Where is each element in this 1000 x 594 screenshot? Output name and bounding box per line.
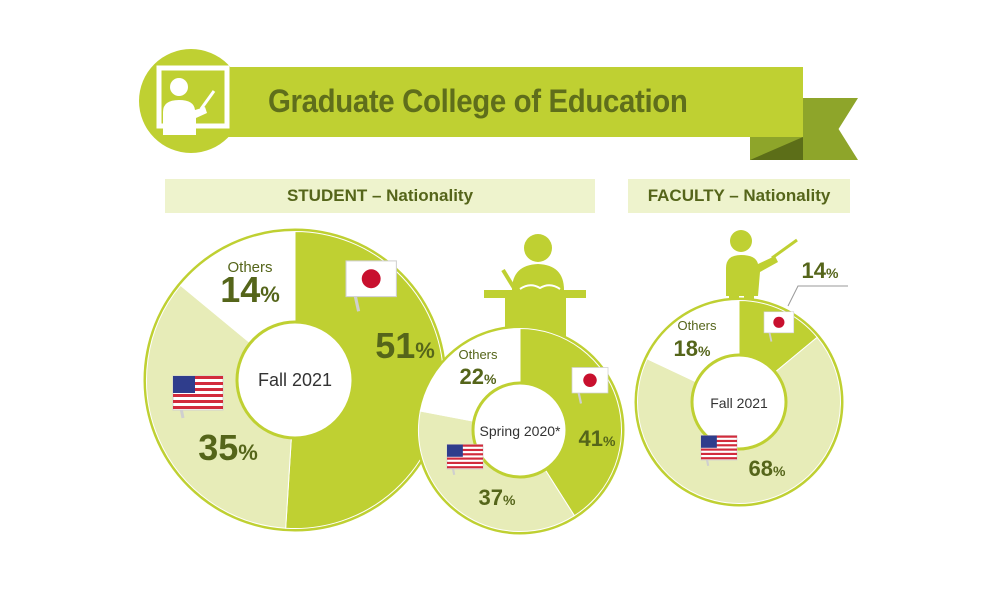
data-label-japan: 51%: [375, 325, 435, 366]
title-ribbon: [190, 67, 803, 137]
student-section-header: STUDENT – Nationality: [165, 179, 595, 213]
category-label-others: Others: [677, 318, 717, 333]
data-label-others: 22%: [460, 364, 497, 389]
data-label-usa: 37%: [479, 485, 516, 510]
student-fall-2021-chart: Fall 2021 51% 35% 14%Others: [143, 228, 447, 532]
faculty-fall-2021-chart: Fall 2021 14% 68% 18% Others: [634, 258, 848, 507]
category-label-others: Others: [227, 259, 272, 276]
data-label-others: 14%: [220, 269, 280, 310]
data-label-usa: 68%: [749, 456, 786, 481]
title-icon-circle: [139, 49, 243, 153]
donut-hole: [690, 353, 788, 451]
data-label-japan: 14%: [802, 258, 839, 283]
center-label: Spring 2020*: [480, 423, 562, 439]
leader-line: [787, 285, 848, 307]
student-spring-2020-chart: Spring 2020* 41% 37% 22% Others: [415, 325, 625, 535]
data-label-others: 18%: [674, 336, 711, 361]
center-label: Fall 2021: [258, 370, 332, 390]
donut-hole: [471, 381, 569, 479]
page-title: Graduate College of Education: [268, 83, 688, 119]
center-label: Fall 2021: [710, 395, 768, 411]
data-label-japan: 41%: [579, 426, 616, 451]
category-label-others: Others: [458, 347, 498, 362]
teacher-board-icon: [156, 65, 230, 135]
faculty-section-header: FACULTY – Nationality: [628, 179, 850, 213]
data-label-usa: 35%: [198, 427, 258, 468]
donut-hole: [235, 320, 355, 440]
